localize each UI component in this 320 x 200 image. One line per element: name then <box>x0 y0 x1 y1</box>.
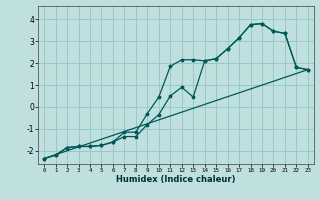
X-axis label: Humidex (Indice chaleur): Humidex (Indice chaleur) <box>116 175 236 184</box>
